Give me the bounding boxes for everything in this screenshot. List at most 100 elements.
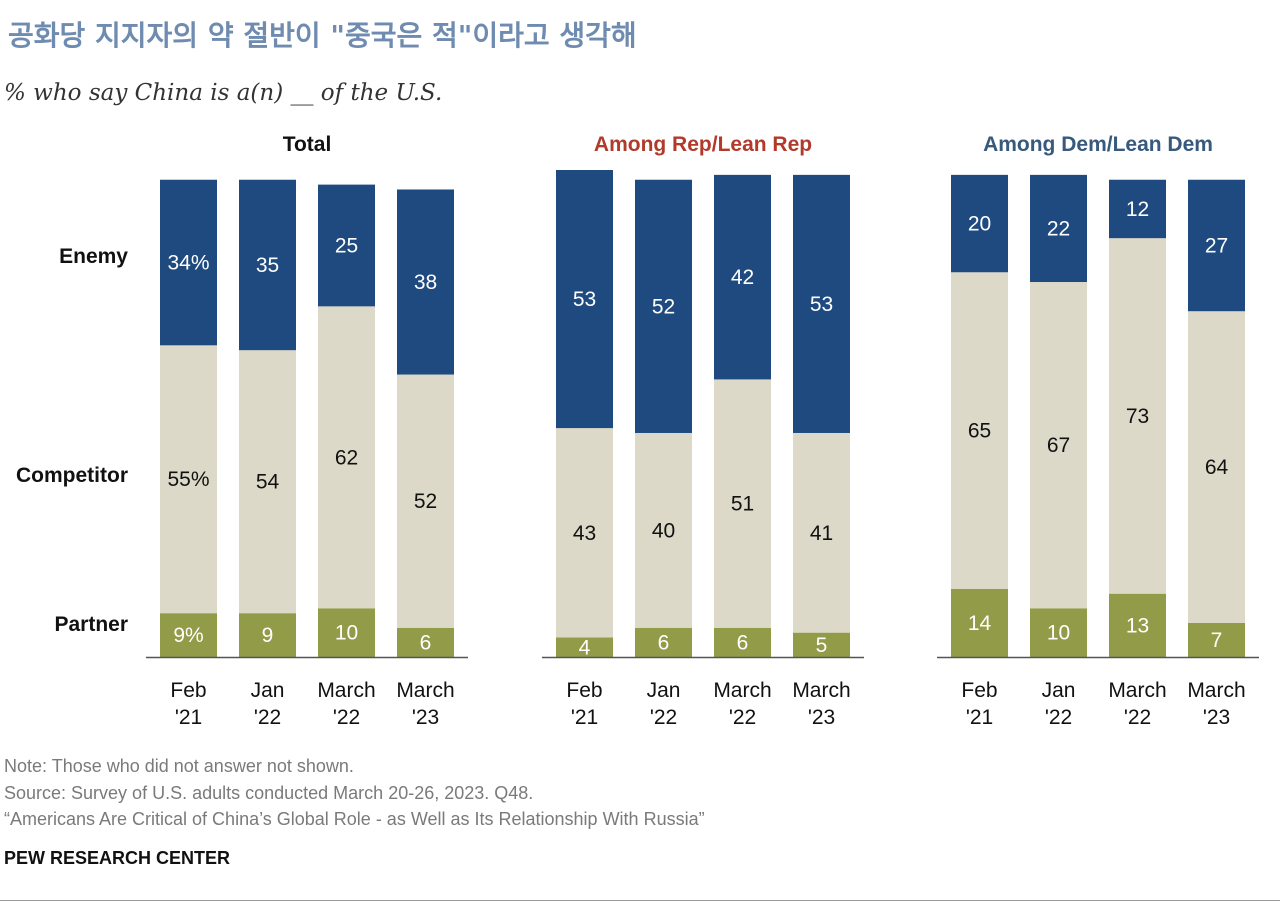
data-label-enemy: 35 <box>256 254 279 277</box>
x-tick-label: Jan <box>647 679 681 702</box>
x-tick-label: Jan <box>1042 679 1076 702</box>
bar-segment-enemy <box>951 174 1008 273</box>
x-tick-label: March <box>792 679 850 702</box>
data-label-competitor: 40 <box>652 519 675 542</box>
data-label-enemy: 20 <box>968 213 991 236</box>
data-label-partner: 7 <box>1211 629 1223 652</box>
data-label-competitor: 65 <box>968 420 991 443</box>
x-tick-label: '22 <box>729 706 756 729</box>
row-label-partner: Partner <box>54 613 128 636</box>
data-label-partner: 6 <box>658 631 670 654</box>
brand-label: PEW RESEARCH CENTER <box>4 848 231 868</box>
bar-segment-competitor <box>160 345 217 614</box>
x-tick-label: '22 <box>1124 706 1151 729</box>
x-tick-label: Feb <box>170 679 206 702</box>
x-tick-label: '22 <box>650 706 677 729</box>
data-label-enemy: 22 <box>1047 217 1070 240</box>
bar-segment-competitor <box>556 428 613 638</box>
bar-segment-partner <box>951 588 1008 657</box>
data-label-enemy: 25 <box>335 234 358 257</box>
footnote-note: Note: Those who did not answer not shown… <box>4 756 354 776</box>
bar-segment-competitor <box>951 272 1008 589</box>
x-tick-label: Jan <box>251 679 285 702</box>
x-tick-label: March <box>713 679 771 702</box>
data-label-competitor: 67 <box>1047 434 1070 457</box>
bar-segment-competitor <box>793 432 850 633</box>
panel-title: Among Dem/Lean Dem <box>983 133 1213 156</box>
data-label-enemy: 53 <box>573 288 596 311</box>
bar-segment-partner <box>239 613 296 657</box>
bar-segment-competitor <box>1188 311 1245 623</box>
x-tick-label: Feb <box>961 679 997 702</box>
bar-segment-enemy <box>318 184 375 307</box>
bar-segment-enemy <box>239 179 296 351</box>
x-tick-label: Feb <box>566 679 602 702</box>
footnote-report: “Americans Are Critical of China’s Globa… <box>4 809 705 829</box>
x-tick-label: '22 <box>254 706 281 729</box>
data-label-partner: 10 <box>335 622 358 645</box>
x-tick-label: March <box>1187 679 1245 702</box>
bar-segment-competitor <box>318 306 375 609</box>
row-label-competitor: Competitor <box>16 464 128 487</box>
data-label-partner: 4 <box>579 636 591 659</box>
x-tick-label: '22 <box>333 706 360 729</box>
bar-segment-partner <box>1188 622 1245 657</box>
bar-segment-competitor <box>397 374 454 628</box>
bar-segment-partner <box>635 627 692 657</box>
bar-segment-partner <box>1109 593 1166 657</box>
bar-segment-competitor <box>239 350 296 614</box>
bar-segment-enemy <box>635 179 692 433</box>
data-label-competitor: 51 <box>731 493 754 516</box>
footnote-source: Source: Survey of U.S. adults conducted … <box>4 783 534 803</box>
bar-segment-competitor <box>1030 282 1087 609</box>
data-label-partner: 5 <box>816 634 828 657</box>
data-label-enemy: 27 <box>1205 234 1228 257</box>
panel-title: Among Rep/Lean Rep <box>594 133 812 156</box>
data-label-enemy: 42 <box>731 266 754 289</box>
bar-segment-partner <box>397 627 454 657</box>
chart-title: 공화당 지지자의 약 절반이 "중국은 적"이라고 생각해 <box>8 19 637 52</box>
x-tick-label: '21 <box>966 706 993 729</box>
bar-segment-partner <box>714 627 771 657</box>
stacked-bar-chart: Enemy Competitor Partner Total 9% 55% 34% Feb '2… <box>16 133 1259 729</box>
row-label-enemy: Enemy <box>59 245 128 268</box>
data-label-competitor: 55% <box>167 468 209 491</box>
data-label-competitor: 52 <box>414 490 437 513</box>
x-tick-label: March <box>317 679 375 702</box>
bar-segment-enemy <box>793 174 850 433</box>
data-label-competitor: 54 <box>256 471 280 494</box>
data-label-partner: 6 <box>737 631 749 654</box>
bar-segment-partner <box>318 608 375 657</box>
data-label-enemy: 38 <box>414 271 437 294</box>
x-tick-label: '23 <box>808 706 835 729</box>
data-label-enemy: 12 <box>1126 198 1149 221</box>
bar-segment-competitor <box>1109 238 1166 594</box>
data-label-partner: 6 <box>420 631 432 654</box>
bar-segment-partner <box>793 632 850 657</box>
bar-segment-competitor <box>714 379 771 628</box>
bar-segment-enemy <box>397 189 454 375</box>
bar-segment-partner <box>1030 608 1087 657</box>
data-label-partner: 14 <box>968 612 992 635</box>
x-tick-label: '23 <box>1203 706 1230 729</box>
bar-segment-partner <box>556 637 613 657</box>
data-label-partner: 9% <box>173 624 203 647</box>
x-tick-label: '21 <box>175 706 202 729</box>
footer-divider <box>0 900 1280 901</box>
bar-segment-partner <box>160 613 217 657</box>
data-label-competitor: 41 <box>810 522 833 545</box>
bar-segment-enemy <box>556 170 613 429</box>
data-label-competitor: 43 <box>573 522 596 545</box>
data-label-enemy: 53 <box>810 293 833 316</box>
bar-segment-enemy <box>1030 174 1087 283</box>
bar-segment-enemy <box>160 179 217 346</box>
data-label-enemy: 52 <box>652 295 675 318</box>
data-label-partner: 10 <box>1047 622 1070 645</box>
data-label-partner: 9 <box>262 624 274 647</box>
data-label-enemy: 34% <box>167 252 209 275</box>
x-tick-label: '21 <box>571 706 598 729</box>
bar-segment-competitor <box>635 432 692 628</box>
panel-title: Total <box>283 133 332 156</box>
data-label-competitor: 64 <box>1205 456 1229 479</box>
bar-segment-enemy <box>1188 179 1245 312</box>
